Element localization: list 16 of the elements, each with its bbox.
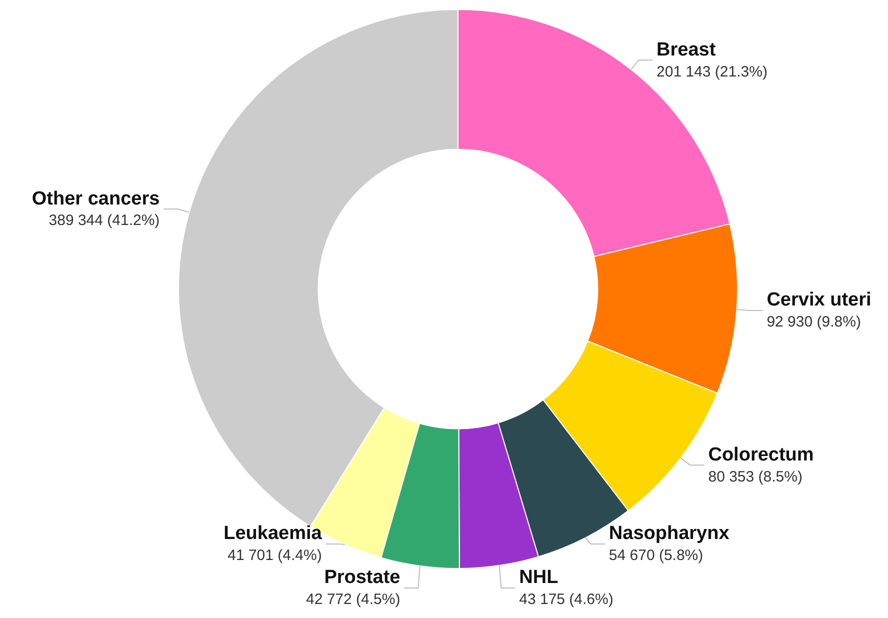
data-label: 54 670 (5.8%)	[608, 547, 704, 564]
data-label: 41 701 (4.4%)	[228, 547, 322, 564]
data-label: 43 175 (4.6%)	[519, 591, 614, 608]
slice-label: Cervix uteri	[766, 290, 872, 311]
slice-label: NHL	[519, 567, 559, 588]
data-label: 92 930 (9.8%)	[766, 314, 861, 331]
slice-label: Leukaemia	[224, 523, 322, 544]
slice-label: Breast	[656, 39, 716, 60]
slice-label: Prostate	[324, 567, 400, 588]
data-label: 201 143 (21.3%)	[656, 63, 768, 80]
data-label: 42 772 (4.5%)	[306, 591, 400, 608]
slice-label: Colorectum	[708, 444, 814, 466]
slice-label: Nasopharynx	[608, 523, 730, 544]
slice-label: Other cancers	[32, 188, 160, 210]
data-label: 80 353 (8.5%)	[708, 468, 802, 486]
data-label: 389 344 (41.2%)	[48, 212, 160, 230]
